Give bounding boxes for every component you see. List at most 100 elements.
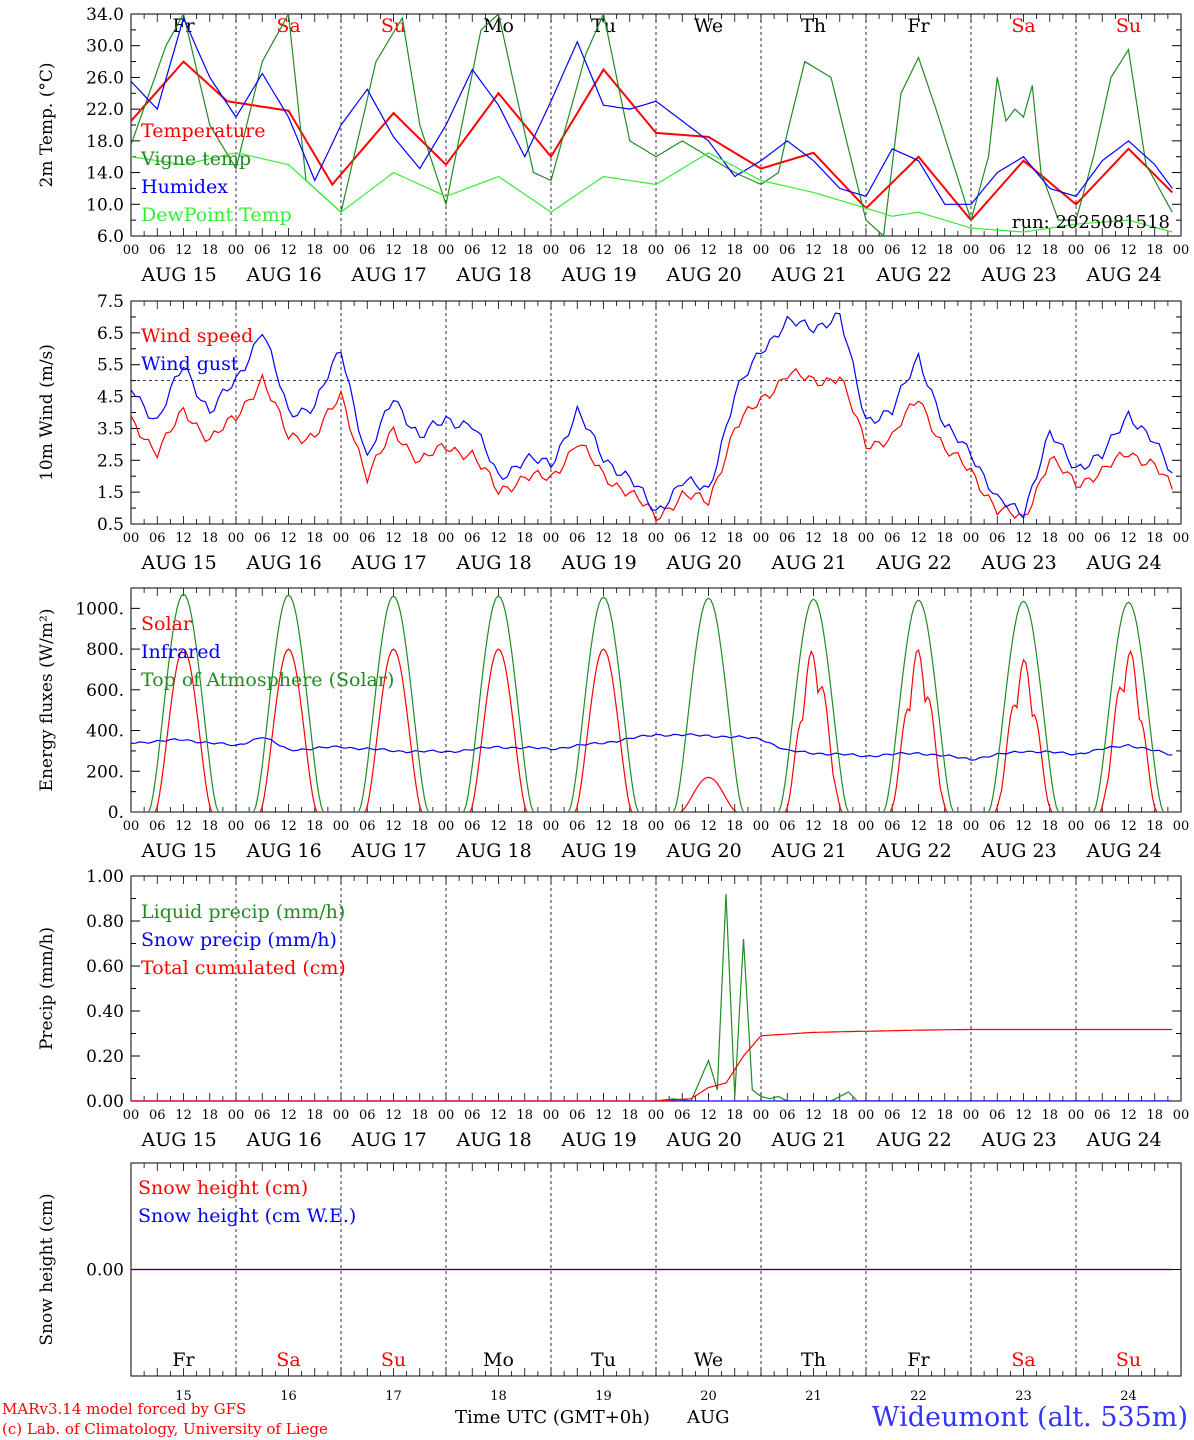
x-hour-label: 00 [858, 243, 875, 258]
x-hour-label: 12 [910, 1108, 927, 1123]
x-hour-label: 00 [1173, 243, 1190, 258]
x-hour-label: 06 [569, 1108, 586, 1123]
day-name-label: Fr [907, 15, 930, 37]
x-hour-label: 00 [123, 531, 140, 546]
x-date-label: AUG 23 [981, 840, 1057, 862]
x-hour-label: 12 [1015, 1108, 1032, 1123]
legend-entry: Top of Atmosphere (Solar) [141, 669, 394, 691]
y-tick-label: 0.00 [86, 1092, 124, 1112]
x-hour-label: 06 [359, 531, 376, 546]
x-hour-label: 18 [201, 819, 218, 834]
x-hour-label: 12 [1120, 1108, 1137, 1123]
y-tick-label: 6.5 [97, 324, 124, 344]
x-hour-label: 18 [516, 531, 533, 546]
chart-panel-5: 0.00 Snow height (cm) Snow height (cm) Snow… [37, 1162, 1182, 1404]
x-date-label: AUG 22 [876, 840, 952, 862]
x-hour-label: 00 [753, 243, 770, 258]
x-hour-label: 18 [831, 819, 848, 834]
x-date-label: AUG 21 [771, 1129, 847, 1151]
x-hour-label: 00 [438, 531, 455, 546]
x-hour-label: 06 [989, 819, 1006, 834]
x-hour-label: 06 [149, 1108, 166, 1123]
y-tick-label: 2.5 [97, 451, 124, 471]
day-name-label: Tu [591, 15, 616, 37]
y-tick-label: 30.0 [86, 37, 124, 57]
x-hour-label: 06 [884, 819, 901, 834]
x-hour-label: 06 [779, 1108, 796, 1123]
x-date-label: AUG 20 [666, 840, 742, 862]
y-tick-label: 34.0 [86, 5, 124, 25]
series-line-solar [131, 648, 1181, 812]
x-hour-label: 18 [201, 1108, 218, 1123]
x-date-label: AUG 19 [561, 840, 637, 862]
x-hour-label: 06 [989, 1108, 1006, 1123]
x-hour-label: 18 [411, 1108, 428, 1123]
x-hour-label: 00 [753, 531, 770, 546]
series-line-infrared [131, 733, 1173, 761]
x-date-label: AUG 24 [1086, 264, 1162, 286]
y-tick-label: 7.5 [97, 292, 124, 312]
x-date-label: AUG 20 [666, 552, 742, 574]
x-hour-label: 06 [1094, 243, 1111, 258]
footer-credit-lab: (c) Lab. of Climatology, University of L… [2, 1420, 328, 1438]
x-date-label: AUG 15 [141, 552, 217, 574]
x-hour-label: 00 [228, 243, 245, 258]
date-number-label: 19 [595, 1389, 612, 1404]
x-hour-label: 00 [858, 531, 875, 546]
x-axis-month: AUG [686, 1407, 730, 1428]
x-hour-label: 12 [1015, 819, 1032, 834]
x-hour-label: 18 [1041, 531, 1058, 546]
x-hour-label: 12 [385, 819, 402, 834]
x-hour-label: 12 [1120, 819, 1137, 834]
x-hour-label: 18 [936, 531, 953, 546]
y-tick-label: 0. [108, 803, 124, 823]
x-hour-label: 06 [674, 243, 691, 258]
footer-credit-model: MARv3.14 model forced by GFS [2, 1400, 246, 1418]
x-date-label: AUG 22 [876, 1129, 952, 1151]
x-hour-label: 18 [936, 1108, 953, 1123]
plot-area [131, 593, 1181, 812]
x-hour-label: 12 [280, 819, 297, 834]
x-hour-label: 06 [989, 243, 1006, 258]
x-hour-label: 12 [910, 243, 927, 258]
x-hour-label: 18 [726, 819, 743, 834]
date-number-label: 17 [385, 1389, 402, 1404]
x-hour-label: 00 [123, 819, 140, 834]
x-hour-label: 06 [254, 1108, 271, 1123]
x-hour-label: 18 [936, 819, 953, 834]
x-hour-label: 12 [595, 819, 612, 834]
x-hour-label: 18 [1041, 819, 1058, 834]
x-hour-label: 18 [726, 243, 743, 258]
series-line-temperature [131, 60, 1174, 222]
chart-panel-1: 6.0 10.0 14.0 18.0 22.0 26.0 30.0 34.0 2m Temp. … [37, 5, 1189, 286]
plot-frame [130, 587, 1182, 813]
x-date-label: AUG 21 [771, 840, 847, 862]
x-hour-label: 00 [333, 819, 350, 834]
day-name-label: Su [1116, 1349, 1141, 1371]
x-date-label: AUG 18 [456, 264, 532, 286]
x-hour-label: 12 [385, 243, 402, 258]
y-tick-label: 0.60 [86, 957, 124, 977]
legend-entry: Snow height (cm W.E.) [138, 1205, 356, 1227]
x-hour-label: 00 [228, 531, 245, 546]
legend-entry: DewPoint Temp [141, 204, 292, 226]
x-date-label: AUG 18 [456, 552, 532, 574]
x-date-label: AUG 23 [981, 1129, 1057, 1151]
x-date-label: AUG 19 [561, 264, 637, 286]
x-hour-label: 00 [438, 819, 455, 834]
x-hour-label: 18 [516, 819, 533, 834]
y-tick-label: 10.0 [86, 195, 124, 215]
series-line-humidex [131, 16, 1173, 205]
legend-entry: Infrared [141, 641, 221, 663]
y-tick-label: 200. [86, 762, 124, 782]
x-hour-label: 00 [543, 819, 560, 834]
x-hour-label: 06 [569, 819, 586, 834]
x-hour-label: 06 [359, 243, 376, 258]
x-date-label: AUG 23 [981, 552, 1057, 574]
x-date-label: AUG 19 [561, 1129, 637, 1151]
y-tick-label: 22.0 [86, 100, 124, 120]
x-hour-label: 00 [963, 531, 980, 546]
x-hour-label: 18 [306, 243, 323, 258]
x-hour-label: 12 [175, 243, 192, 258]
x-hour-label: 12 [490, 819, 507, 834]
